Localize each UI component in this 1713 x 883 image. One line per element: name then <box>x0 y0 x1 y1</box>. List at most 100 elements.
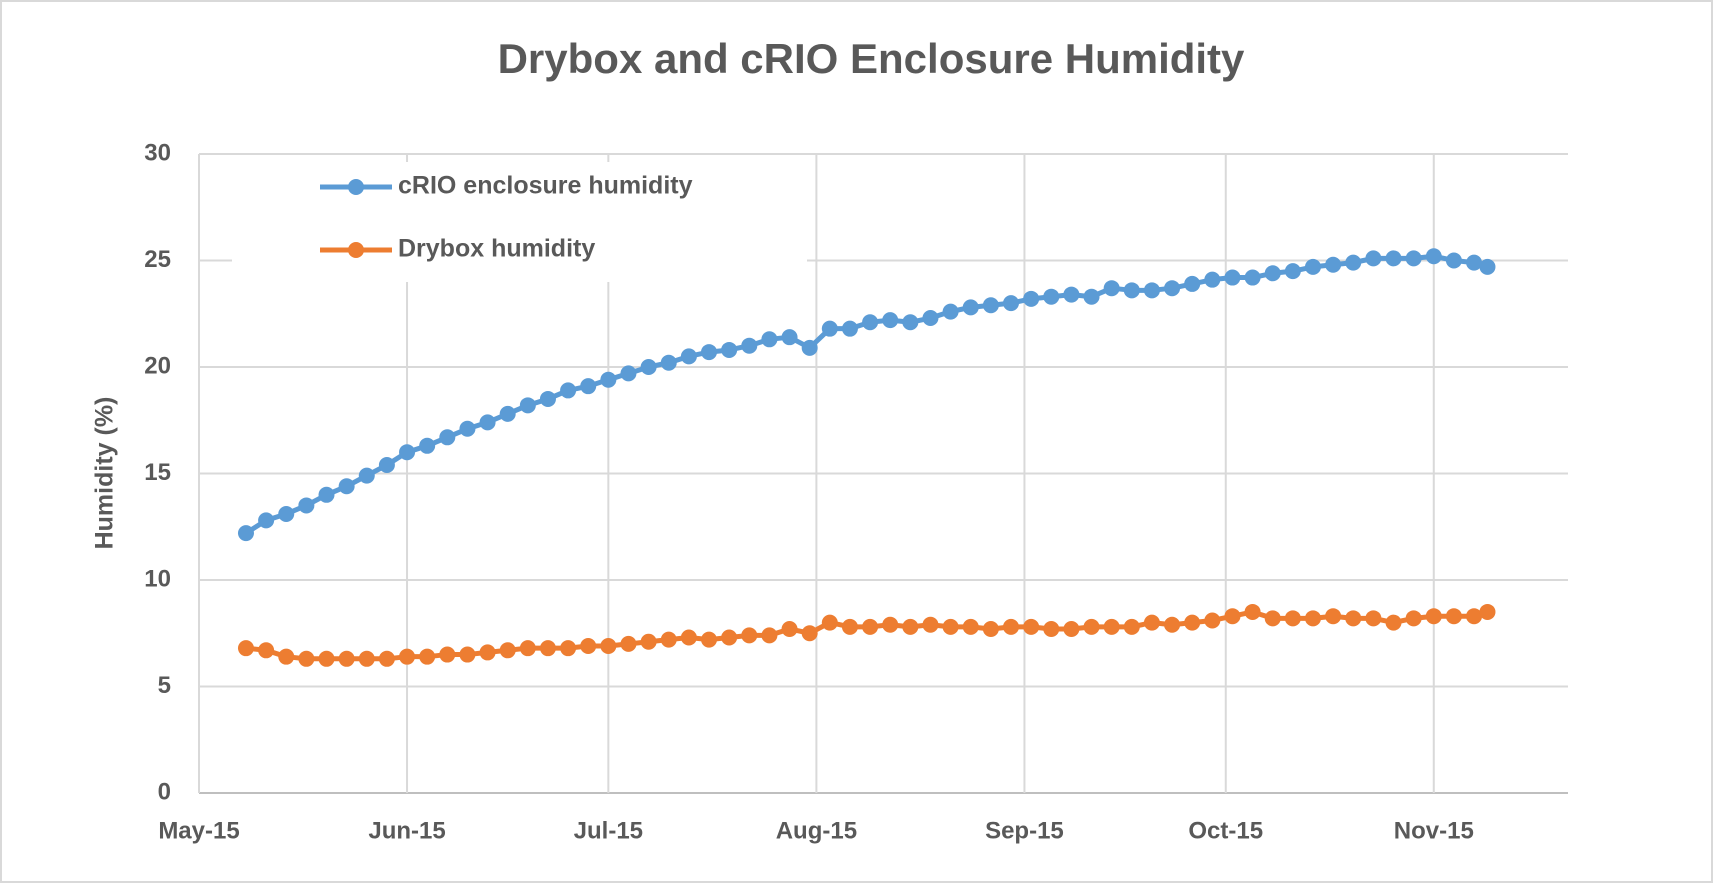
series-marker <box>841 320 858 337</box>
series-marker <box>1103 618 1120 635</box>
series-marker <box>841 618 858 635</box>
series-marker <box>1083 618 1100 635</box>
x-tick-label: Sep-15 <box>985 817 1064 844</box>
series-marker <box>761 331 778 348</box>
series-marker <box>902 618 919 635</box>
series-marker <box>1244 603 1261 620</box>
series-marker <box>942 618 959 635</box>
series-marker <box>1425 608 1442 625</box>
series-marker <box>620 635 637 652</box>
series-marker <box>982 620 999 637</box>
series-marker <box>278 648 295 665</box>
series-marker <box>1405 250 1422 267</box>
series-marker <box>519 640 536 657</box>
series-marker <box>338 478 355 495</box>
series-marker <box>922 310 939 327</box>
series-marker <box>1184 614 1201 631</box>
series-marker <box>801 339 818 356</box>
series-marker <box>1143 614 1160 631</box>
series-marker <box>1405 610 1422 627</box>
y-tick-label: 5 <box>158 672 171 699</box>
legend-label: Drybox humidity <box>398 235 595 263</box>
series-marker <box>1184 275 1201 292</box>
series-marker <box>640 633 657 650</box>
series-marker <box>1224 269 1241 286</box>
series-marker <box>378 650 395 667</box>
series-marker <box>1003 295 1020 312</box>
series-marker <box>620 365 637 382</box>
series-marker <box>1244 269 1261 286</box>
x-tick-label: Jun-15 <box>368 817 445 844</box>
series-marker <box>539 390 556 407</box>
series-marker <box>882 616 899 633</box>
series-marker <box>1063 286 1080 303</box>
series-marker <box>1365 610 1382 627</box>
series-marker <box>1224 608 1241 625</box>
x-tick-label: Jul-15 <box>574 817 643 844</box>
series-marker <box>1445 608 1462 625</box>
series-marker <box>1043 620 1060 637</box>
series-marker <box>519 397 536 414</box>
series-marker <box>1385 614 1402 631</box>
chart-title: Drybox and cRIO Enclosure Humidity <box>498 35 1245 82</box>
series-marker <box>378 456 395 473</box>
series-marker <box>902 314 919 331</box>
series-marker <box>761 627 778 644</box>
series-marker <box>640 359 657 375</box>
series-marker <box>439 429 456 446</box>
series-marker <box>1304 258 1321 275</box>
legend-label: cRIO enclosure humidity <box>398 172 693 200</box>
series-marker <box>1284 610 1301 627</box>
y-tick-label: 25 <box>144 246 171 273</box>
series-marker <box>1164 280 1181 297</box>
series-marker <box>781 620 798 637</box>
series-marker <box>701 631 718 648</box>
series-marker <box>982 297 999 314</box>
series-marker <box>862 314 879 331</box>
legend-marker <box>348 242 364 258</box>
series-marker <box>318 650 335 667</box>
plot <box>237 248 1496 667</box>
series-marker <box>741 627 758 644</box>
series-marker <box>1164 616 1181 633</box>
series-marker <box>922 616 939 633</box>
series-marker <box>660 354 677 371</box>
series-marker <box>419 648 436 665</box>
legend-marker <box>348 179 364 195</box>
series-marker <box>701 344 718 361</box>
series-marker <box>1043 288 1060 305</box>
series-marker <box>942 303 959 320</box>
y-tick-label: 0 <box>158 778 171 805</box>
x-tick-label: May-15 <box>158 817 239 844</box>
series-marker <box>1083 288 1100 305</box>
series-marker <box>298 650 315 667</box>
series-marker <box>399 444 416 461</box>
series-marker <box>237 525 254 542</box>
series-marker <box>580 378 597 395</box>
y-tick-label: 30 <box>144 139 171 166</box>
series-marker <box>821 320 838 337</box>
series-marker <box>1365 250 1382 267</box>
series-marker <box>258 512 275 529</box>
series-marker <box>882 312 899 329</box>
series-marker <box>499 405 516 422</box>
x-tick-label: Aug-15 <box>776 817 857 844</box>
series-marker <box>1063 620 1080 637</box>
series-marker <box>962 299 979 316</box>
series-marker <box>1123 282 1140 299</box>
series-marker <box>298 497 315 514</box>
series-marker <box>439 646 456 663</box>
series-marker <box>459 646 476 663</box>
series-marker <box>1304 610 1321 627</box>
series-marker <box>237 640 254 657</box>
legend-box <box>232 162 807 282</box>
series-marker <box>338 650 355 667</box>
legend: cRIO enclosure humidity Drybox humidity <box>232 162 807 282</box>
series-marker <box>660 631 677 648</box>
series-marker <box>399 648 416 665</box>
series-marker <box>560 382 577 399</box>
series-marker <box>600 371 617 388</box>
series-marker <box>721 341 738 358</box>
y-tick-label: 10 <box>144 565 171 592</box>
